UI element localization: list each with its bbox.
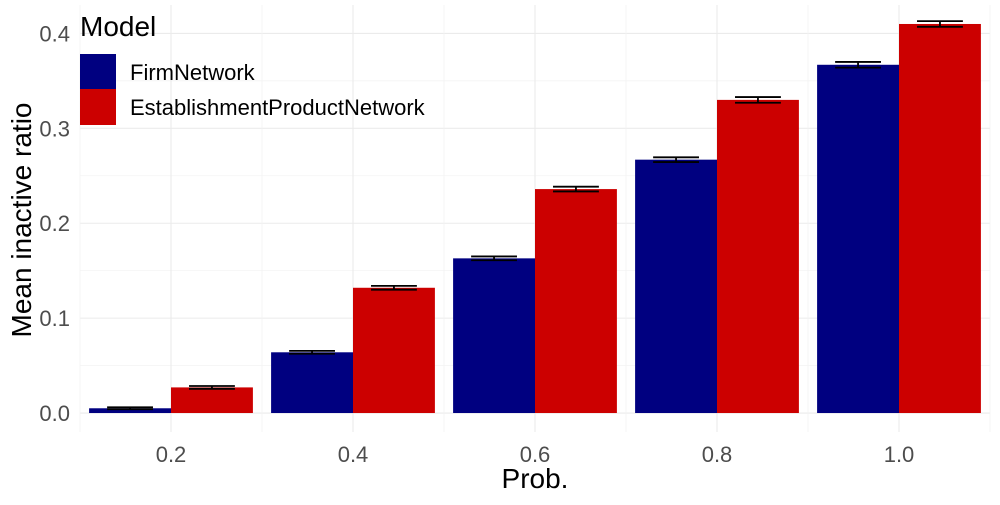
legend-label-establishmentproductnetwork: EstablishmentProductNetwork	[130, 95, 426, 120]
x-axis-title: Prob.	[502, 463, 569, 494]
error-bar	[107, 406, 153, 411]
x-tick-label: 0.2	[156, 442, 187, 467]
x-tick-label: 0.8	[702, 442, 733, 467]
bar	[535, 189, 617, 414]
error-bar	[553, 185, 599, 193]
legend-swatch-firmnetwork	[80, 54, 116, 90]
legend-label-firmnetwork: FirmNetwork	[130, 60, 256, 85]
error-bar	[917, 20, 963, 28]
bars	[89, 23, 981, 414]
bar	[171, 387, 253, 414]
error-bars	[107, 20, 963, 411]
bar	[635, 159, 717, 414]
bar	[89, 408, 171, 414]
x-tick-label: 0.6	[520, 442, 551, 467]
y-tick-label: 0.3	[39, 116, 70, 141]
bar	[353, 287, 435, 414]
bar	[453, 258, 535, 414]
bar	[717, 99, 799, 414]
error-bar	[289, 349, 335, 355]
legend: Model FirmNetwork EstablishmentProductNe…	[80, 11, 426, 125]
y-axis-ticks: 0.0 0.1 0.2 0.3 0.4	[39, 21, 70, 426]
y-tick-label: 0.1	[39, 306, 70, 331]
bar	[817, 64, 899, 414]
y-axis-title: Mean inactive ratio	[6, 102, 37, 337]
legend-title: Model	[80, 11, 156, 42]
error-bar	[371, 284, 417, 291]
x-tick-label: 0.4	[338, 442, 369, 467]
legend-swatch-establishmentproductnetwork	[80, 89, 116, 125]
error-bar	[835, 61, 881, 69]
error-bar	[653, 156, 699, 163]
error-bar	[735, 96, 781, 104]
bar	[271, 352, 353, 414]
x-tick-label: 1.0	[884, 442, 915, 467]
x-axis-ticks: 0.2 0.4 0.6 0.8 1.0	[156, 442, 915, 467]
bar	[899, 23, 981, 414]
y-tick-label: 0.0	[39, 401, 70, 426]
error-bar	[189, 385, 235, 390]
y-tick-label: 0.2	[39, 211, 70, 236]
y-tick-label: 0.4	[39, 21, 70, 46]
error-bar	[471, 255, 517, 262]
